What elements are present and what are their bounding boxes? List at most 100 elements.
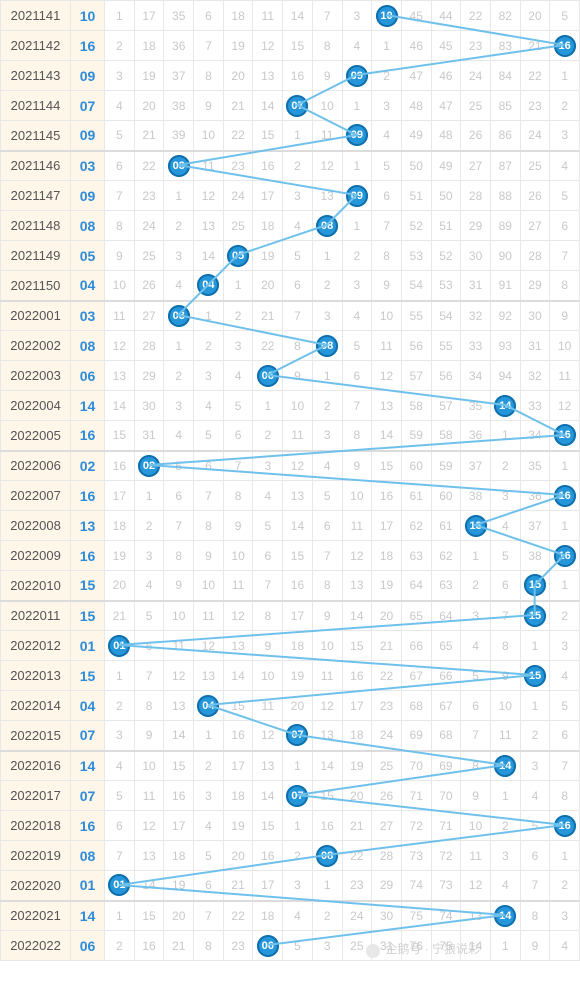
num-cell: 8 — [550, 781, 580, 811]
num-cell: 5 — [105, 781, 135, 811]
num-cell: 09 — [342, 121, 372, 151]
num-cell: 37 — [164, 61, 194, 91]
num-cell: 55 — [431, 331, 461, 361]
hit-ball: 16 — [554, 35, 576, 57]
num-cell: 11 — [194, 601, 224, 631]
hit-ball: 06 — [257, 365, 279, 387]
hit-ball: 03 — [168, 155, 190, 177]
value-cell: 14 — [71, 751, 105, 781]
num-cell: 68 — [401, 691, 431, 721]
value-cell: 16 — [71, 811, 105, 841]
table-row: 20220150739141161207131824696871126 — [1, 721, 580, 751]
value-cell: 06 — [71, 361, 105, 391]
num-cell: 11 — [134, 781, 164, 811]
period-cell: 2021143 — [1, 61, 71, 91]
num-cell: 58 — [401, 391, 431, 421]
num-cell: 15 — [520, 661, 550, 691]
num-cell: 3 — [550, 901, 580, 931]
num-cell: 7 — [105, 181, 135, 211]
period-cell: 2022012 — [1, 631, 71, 661]
value-cell: 09 — [71, 121, 105, 151]
num-cell: 21 — [164, 931, 194, 961]
num-cell: 17 — [372, 511, 402, 541]
num-cell: 36 — [520, 481, 550, 511]
num-cell: 30 — [134, 391, 164, 421]
num-cell: 88 — [490, 181, 520, 211]
num-cell: 2 — [312, 391, 342, 421]
num-cell: 22 — [520, 61, 550, 91]
num-cell: 6 — [342, 361, 372, 391]
num-cell: 03 — [164, 151, 194, 181]
num-cell: 09 — [342, 181, 372, 211]
num-cell: 4 — [283, 211, 313, 241]
num-cell: 11 — [253, 1, 283, 31]
num-cell: 3 — [490, 841, 520, 871]
table-row: 20211480882421325184081752512989276 — [1, 211, 580, 241]
num-cell: 22 — [461, 1, 491, 31]
value-cell: 15 — [71, 661, 105, 691]
num-cell: 19 — [223, 811, 253, 841]
num-cell: 9 — [194, 541, 224, 571]
num-cell: 49 — [401, 121, 431, 151]
num-cell: 4 — [312, 451, 342, 481]
num-cell: 9 — [490, 661, 520, 691]
num-cell: 47 — [431, 91, 461, 121]
num-cell: 4 — [490, 871, 520, 901]
num-cell: 53 — [401, 241, 431, 271]
value-cell: 08 — [71, 211, 105, 241]
num-cell: 17 — [164, 811, 194, 841]
num-cell: 10 — [253, 661, 283, 691]
num-cell: 08 — [312, 211, 342, 241]
num-cell: 12 — [312, 151, 342, 181]
num-cell: 51 — [401, 181, 431, 211]
num-cell: 07 — [283, 721, 313, 751]
num-cell: 11 — [342, 511, 372, 541]
num-cell: 2 — [372, 61, 402, 91]
period-cell: 2021148 — [1, 211, 71, 241]
num-cell: 34 — [520, 421, 550, 451]
num-cell: 1 — [283, 121, 313, 151]
num-cell: 9 — [105, 241, 135, 271]
num-cell: 15 — [520, 571, 550, 601]
num-cell: 8 — [372, 241, 402, 271]
num-cell: 11 — [253, 691, 283, 721]
num-cell: 17 — [105, 481, 135, 511]
num-cell: 8 — [134, 691, 164, 721]
num-cell: 5 — [194, 421, 224, 451]
num-cell: 13 — [164, 691, 194, 721]
num-cell: 86 — [490, 121, 520, 151]
num-cell: 1 — [164, 181, 194, 211]
num-cell: 6 — [105, 811, 135, 841]
num-cell: 5 — [134, 601, 164, 631]
num-cell: 4 — [342, 301, 372, 331]
num-cell: 12 — [550, 391, 580, 421]
num-cell: 7 — [283, 301, 313, 331]
value-cell: 07 — [71, 721, 105, 751]
num-cell: 8 — [194, 61, 224, 91]
num-cell: 71 — [401, 781, 431, 811]
num-cell: 28 — [134, 331, 164, 361]
num-cell: 23 — [461, 31, 491, 61]
num-cell: 4 — [550, 661, 580, 691]
num-cell: 13 — [461, 901, 491, 931]
table-row: 202201816612174191511621277271102516 — [1, 811, 580, 841]
hit-ball: 10 — [376, 5, 398, 27]
num-cell: 1 — [550, 451, 580, 481]
num-cell: 2 — [312, 271, 342, 301]
watermark-icon — [366, 944, 380, 958]
table-row: 202114603622031123162121550492787254 — [1, 151, 580, 181]
num-cell: 38 — [520, 541, 550, 571]
num-cell: 9 — [312, 601, 342, 631]
hit-ball: 04 — [197, 695, 219, 717]
num-cell: 6 — [372, 181, 402, 211]
hit-ball: 16 — [554, 424, 576, 446]
period-cell: 2022014 — [1, 691, 71, 721]
num-cell: 7 — [550, 751, 580, 781]
period-cell: 2022006 — [1, 451, 71, 481]
num-cell: 15 — [520, 601, 550, 631]
value-cell: 04 — [71, 271, 105, 301]
num-cell: 7 — [194, 901, 224, 931]
num-cell: 3 — [520, 751, 550, 781]
num-cell: 1 — [550, 511, 580, 541]
table-row: 202200602160256731249156059372351 — [1, 451, 580, 481]
